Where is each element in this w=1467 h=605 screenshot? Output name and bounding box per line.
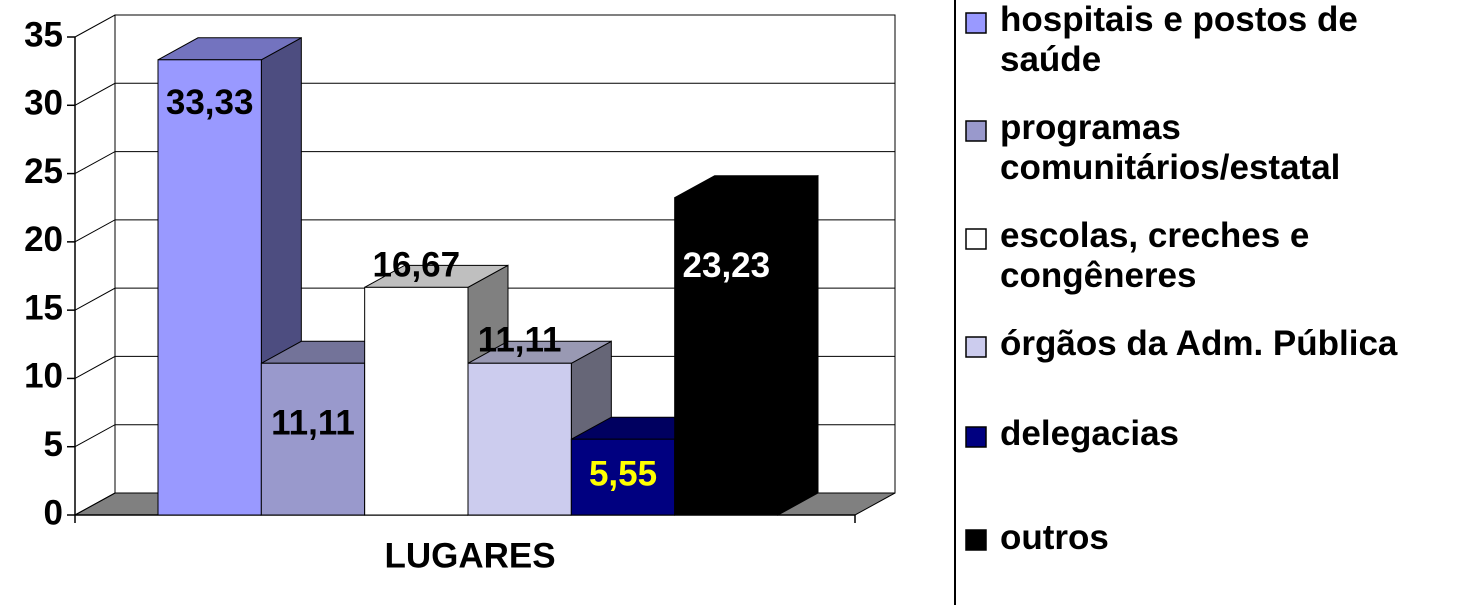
value-label: 23,23	[683, 246, 771, 285]
bar	[260, 362, 366, 516]
grid-line	[74, 287, 895, 311]
y-tick-label: 10	[24, 357, 63, 396]
legend-swatch	[965, 336, 987, 358]
legend-label: delegacias	[1000, 414, 1179, 453]
y-tick-label: 25	[24, 152, 63, 191]
value-label: 11,11	[271, 404, 355, 443]
legend-swatch	[965, 228, 987, 250]
grid-line	[74, 14, 895, 38]
legend-label: hospitais e postos de saúde	[1000, 0, 1358, 79]
bar	[674, 197, 779, 516]
legend-label: outros	[1000, 518, 1109, 557]
legend-swatch	[965, 426, 987, 448]
value-label: 11,11	[478, 321, 562, 360]
value-label: 5,55	[589, 454, 657, 493]
y-tick-label: 30	[24, 84, 63, 123]
bar	[467, 362, 572, 516]
y-tick-label: 20	[24, 220, 63, 259]
legend-swatch	[965, 529, 987, 551]
y-tick-label: 15	[24, 288, 63, 327]
y-tick-label: 35	[24, 15, 63, 54]
legend-label: escolas, creches e congêneres	[1000, 216, 1310, 295]
bar	[570, 438, 676, 516]
bar	[364, 286, 469, 516]
legend-swatch	[965, 120, 987, 142]
value-label: 16,67	[373, 246, 461, 285]
bar	[157, 59, 262, 516]
grid-line	[74, 219, 895, 243]
grid-line	[74, 151, 895, 175]
grid-line	[74, 355, 895, 379]
grid-line	[74, 82, 895, 106]
bar-side	[777, 174, 819, 516]
y-tick-label: 5	[44, 425, 63, 464]
value-label: 33,33	[166, 83, 254, 122]
legend-swatch	[965, 12, 987, 34]
y-tick-label: 0	[44, 493, 63, 532]
legend-label: órgãos da Adm. Pública	[1000, 324, 1398, 363]
x-tick-label: LUGARES	[384, 536, 555, 575]
legend-label: programas comunitários/estatal	[1000, 108, 1341, 187]
